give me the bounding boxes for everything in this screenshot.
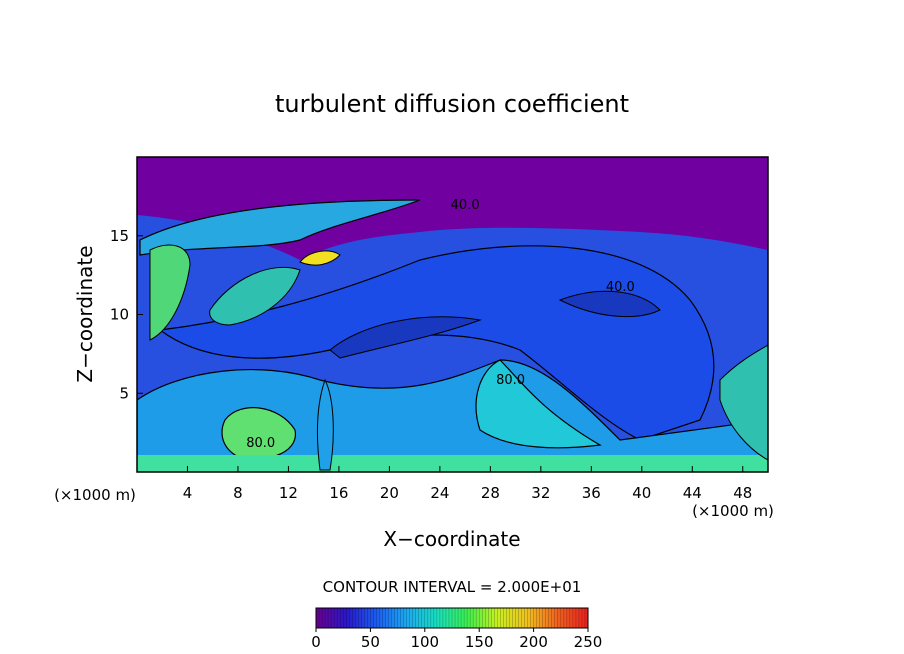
contour-label: 40.0 [606,280,635,295]
contour-label: 80.0 [246,436,275,451]
y-unit-label: (×1000 m) [54,486,136,504]
x-tick-label: 12 [279,484,298,502]
colorbar-tick-label: 150 [465,633,494,651]
y-axis-title: Z−coordinate [73,245,97,382]
chart-title: turbulent diffusion coefficient [275,90,629,118]
x-tick-label: 20 [380,484,399,502]
contour-label: 80.0 [496,373,525,388]
x-tick-label: 8 [233,484,243,502]
colorbar-tick-label: 0 [311,633,321,651]
x-unit-label: (×1000 m) [692,502,774,520]
x-tick-label: 32 [531,484,550,502]
x-tick-label: 44 [683,484,702,502]
x-tick-label: 48 [733,484,752,502]
x-axis-title: X−coordinate [383,527,520,551]
x-tick-label: 16 [329,484,348,502]
x-tick-label: 24 [430,484,449,502]
colorbar-tick-label: 200 [519,633,548,651]
x-tick-label: 28 [481,484,500,502]
y-tick-label: 5 [119,384,129,402]
y-tick-label: 15 [110,227,129,245]
y-tick-label: 10 [110,306,129,324]
colorbar-tick-label: 250 [574,633,603,651]
colorbar-tick-label: 50 [361,633,380,651]
x-tick-label: 40 [632,484,651,502]
colorbar-tick-label: 100 [410,633,439,651]
contour-interval: CONTOUR INTERVAL = 2.000E+01 [323,578,582,596]
contour-label: 40.0 [451,198,480,213]
x-tick-label: 4 [183,484,193,502]
field [137,157,768,472]
x-tick-label: 36 [582,484,601,502]
